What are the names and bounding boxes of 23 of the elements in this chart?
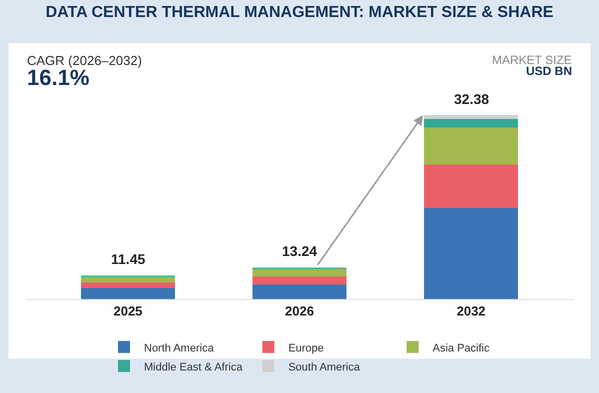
bar xyxy=(252,276,347,284)
legend-label: Europe xyxy=(288,342,324,354)
legend-label: Asia Pacific xyxy=(432,342,490,354)
text: MARKET SIZE xyxy=(492,53,572,67)
text: USD BN xyxy=(526,64,572,78)
bar xyxy=(424,208,518,299)
bar xyxy=(80,288,176,299)
x-tick-label: 2025 xyxy=(113,304,142,319)
bar xyxy=(252,284,347,299)
legend-label: Middle East & Africa xyxy=(144,361,244,374)
bar xyxy=(424,164,518,208)
chart-title: DATA CENTER THERMAL MANAGEMENT: MARKET SIZE & SHARE xyxy=(46,4,554,22)
bar xyxy=(80,282,176,288)
x-tick-label: 2032 xyxy=(456,304,486,319)
legend-label: North America xyxy=(144,342,215,354)
bar xyxy=(252,268,347,277)
bar xyxy=(424,128,518,165)
annotation: 13.24 xyxy=(282,243,318,259)
annotation: 32.38 xyxy=(454,91,490,107)
annotation: 11.45 xyxy=(111,251,146,267)
legend-label: South America xyxy=(288,361,361,374)
text: CAGR (2026–2032) xyxy=(27,53,142,68)
x-tick-label: 2026 xyxy=(285,304,314,319)
